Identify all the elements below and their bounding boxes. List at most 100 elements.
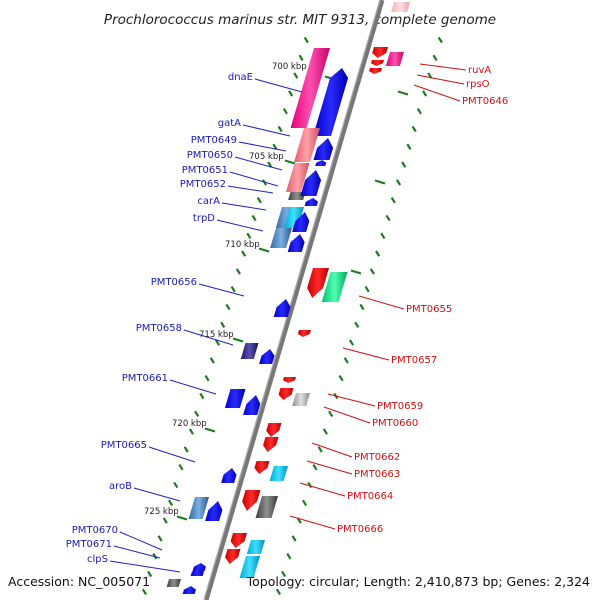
gene-label[interactable]: PMT0652: [180, 179, 226, 190]
gene-block[interactable]: [239, 556, 260, 578]
gene-block[interactable]: [294, 128, 320, 162]
gene-label[interactable]: PMT0662: [354, 452, 400, 463]
scale-tick: [328, 410, 334, 417]
leader-line: [148, 446, 196, 463]
cds-arrow[interactable]: [190, 568, 204, 576]
gene-label[interactable]: PMT0663: [354, 469, 400, 480]
cds-arrow[interactable]: [371, 60, 384, 66]
cds-arrow[interactable]: [372, 47, 388, 58]
leader-line: [299, 482, 346, 497]
major-tick: [397, 90, 409, 96]
cds-arrow[interactable]: [278, 388, 294, 400]
leader-line: [169, 379, 217, 395]
cds-arrow[interactable]: [225, 549, 241, 564]
cds-arrow[interactable]: [192, 563, 206, 571]
gene-label[interactable]: PMT0651: [182, 165, 228, 176]
cds-arrow[interactable]: [369, 68, 382, 74]
cds-arrow[interactable]: [292, 212, 310, 232]
gene-label[interactable]: PMT0646: [462, 96, 508, 107]
scale-tick: [322, 428, 328, 435]
scale-tick: [256, 197, 262, 204]
gene-block[interactable]: [188, 497, 209, 519]
gene-label[interactable]: PMT0666: [337, 524, 383, 535]
scale-labels: 700 kbp 705 kbp 710 kbp 715 kbp 720 kbp …: [144, 62, 307, 517]
gene-block[interactable]: [290, 48, 330, 128]
cds-arrow[interactable]: [243, 395, 261, 415]
gene-label[interactable]: trpD: [193, 213, 215, 224]
gene-label[interactable]: rpsO: [466, 79, 490, 90]
scale-tick: [301, 499, 308, 506]
cds-arrow[interactable]: [221, 468, 237, 483]
cds-block[interactable]: [224, 389, 246, 408]
cds-arrow[interactable]: [242, 490, 261, 511]
gene-label[interactable]: gatA: [218, 118, 241, 129]
gene-label[interactable]: PMT0659: [377, 401, 423, 412]
gene-block[interactable]: [270, 228, 292, 248]
cds-arrow[interactable]: [283, 377, 296, 383]
cds-arrow[interactable]: [254, 461, 270, 474]
scale-tick: [348, 339, 355, 346]
cds-arrow[interactable]: [307, 268, 329, 298]
scale-tick: [241, 250, 247, 257]
gene-block[interactable]: [240, 343, 259, 359]
gene-block[interactable]: [292, 393, 310, 406]
gene-label[interactable]: clpS: [87, 554, 108, 565]
gene-block[interactable]: [255, 496, 278, 518]
scale-tick: [293, 72, 299, 79]
gene-label[interactable]: PMT0656: [151, 277, 197, 288]
gene-label[interactable]: PMT0658: [136, 323, 182, 334]
scale-tick: [359, 303, 365, 311]
gene-label[interactable]: PMT0655: [406, 304, 452, 315]
gene-label[interactable]: PMT0657: [391, 355, 437, 366]
major-tick: [374, 179, 386, 185]
scale-tick: [411, 125, 417, 133]
leader-line: [419, 63, 467, 71]
scale-tick: [230, 286, 236, 293]
scale-label: 725 kbp: [144, 507, 179, 517]
major-tick: [258, 247, 270, 253]
cds-arrow[interactable]: [273, 299, 291, 317]
scale-tick: [147, 570, 153, 578]
gene-label[interactable]: PMT0649: [191, 135, 237, 146]
gene-label[interactable]: PMT0650: [187, 150, 233, 161]
leader-line: [216, 219, 264, 232]
gene-label[interactable]: PMT0670: [72, 525, 118, 536]
cds-arrow[interactable]: [304, 198, 318, 206]
cds-arrow[interactable]: [300, 170, 322, 196]
leader-line: [238, 141, 287, 152]
gene-label[interactable]: carA: [197, 196, 220, 207]
gene-label[interactable]: PMT0661: [122, 373, 168, 384]
cds-arrow[interactable]: [313, 68, 349, 136]
cds-arrow[interactable]: [313, 138, 334, 160]
gene-label[interactable]: PMT0671: [66, 539, 112, 550]
cds-arrow[interactable]: [297, 330, 311, 337]
scale-label: 720 kbp: [172, 419, 207, 429]
scale-tick: [157, 535, 163, 542]
gene-block[interactable]: [385, 52, 404, 66]
gene-block[interactable]: [285, 163, 310, 192]
gene-label[interactable]: PMT0664: [347, 491, 393, 502]
scale-tick: [416, 108, 422, 115]
leader-line: [113, 545, 161, 559]
gene-block[interactable]: [321, 272, 348, 302]
cds-arrow[interactable]: [287, 234, 305, 252]
gene-block[interactable]: [391, 2, 410, 12]
gene-label[interactable]: aroB: [109, 481, 132, 492]
gene-block[interactable]: [166, 579, 181, 587]
cds-arrow[interactable]: [230, 533, 247, 548]
cds-arrow[interactable]: [182, 586, 196, 594]
gene-block[interactable]: [269, 466, 288, 481]
gene-label[interactable]: PMT0665: [101, 440, 147, 451]
gene-label[interactable]: PMT0660: [372, 418, 418, 429]
cds-arrow[interactable]: [263, 437, 279, 452]
cds-arrow[interactable]: [266, 423, 282, 437]
cds-arrow[interactable]: [315, 160, 327, 166]
gene-label[interactable]: dnaE: [228, 72, 253, 83]
leader-line: [234, 156, 283, 171]
gene-block[interactable]: [246, 540, 265, 554]
gene-label[interactable]: ruvA: [468, 65, 491, 76]
cds-arrow[interactable]: [259, 349, 275, 364]
scale-tick: [307, 481, 313, 489]
scale-tick: [209, 357, 215, 364]
cds-arrow[interactable]: [205, 501, 223, 521]
